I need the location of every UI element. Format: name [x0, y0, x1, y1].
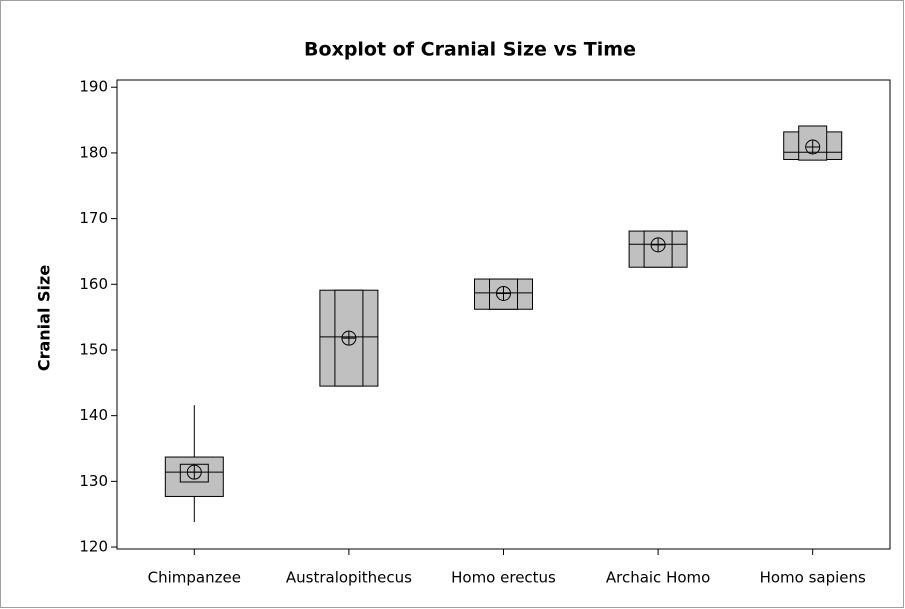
chart-title: Boxplot of Cranial Size vs Time	[304, 39, 636, 61]
plot-frame	[116, 79, 891, 550]
y-tick-label: 120	[79, 538, 108, 556]
y-tick-label: 150	[79, 340, 108, 358]
y-tick-label: 170	[79, 209, 108, 227]
y-tick-label: 180	[79, 143, 108, 161]
y-tick-label: 160	[79, 275, 108, 293]
y-tick-label: 190	[79, 78, 108, 96]
mean-symbol	[341, 330, 357, 346]
mean-symbol	[805, 139, 821, 155]
y-axis-label: Cranial Size	[35, 265, 54, 371]
mean-symbol	[186, 464, 202, 480]
x-tick-label: Chimpanzee	[148, 569, 241, 587]
x-tick-label: Homo sapiens	[760, 569, 866, 587]
x-tick-label: Homo erectus	[451, 569, 556, 587]
x-tick-label: Australopithecus	[286, 569, 412, 587]
mean-symbol	[496, 285, 511, 301]
y-tick-label: 140	[79, 406, 108, 424]
x-tick-label: Archaic Homo	[606, 569, 710, 587]
y-tick-label: 130	[79, 472, 108, 490]
mean-symbol	[650, 237, 666, 253]
